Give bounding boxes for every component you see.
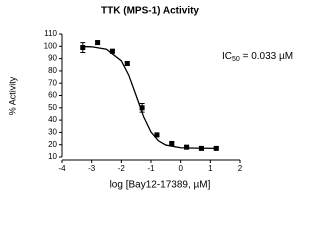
y-tick-label: 10 xyxy=(48,152,57,161)
annotation-text: IC xyxy=(222,51,232,62)
data-point xyxy=(154,132,160,138)
y-tick-label: 40 xyxy=(48,115,57,124)
data-point xyxy=(169,140,175,146)
x-axis-label: log [Bay12-17389, µM] xyxy=(110,180,211,191)
data-point xyxy=(95,40,101,46)
data-point xyxy=(198,145,204,151)
x-tick-label: -3 xyxy=(88,164,96,173)
chart: TTK (MPS-1) Activity log [Bay12-17389, µ… xyxy=(7,6,293,191)
data-point xyxy=(80,45,86,51)
x-tick-label: 1 xyxy=(208,164,213,173)
annotation: IC50 = 0.033 µM xyxy=(222,51,293,63)
data-point xyxy=(184,144,190,150)
x-tick-label: -1 xyxy=(147,164,155,173)
y-tick-label: 60 xyxy=(48,91,57,100)
data-point xyxy=(213,145,219,151)
y-tick-label: 100 xyxy=(44,41,58,50)
y-tick-label: 90 xyxy=(48,54,57,63)
x-tick-label: 0 xyxy=(178,164,183,173)
annotation-subscript: 50 xyxy=(232,56,240,63)
x-tick-label: 2 xyxy=(238,164,243,173)
y-tick-label: 70 xyxy=(48,78,57,87)
y-tick-label: 50 xyxy=(48,103,57,112)
data-point xyxy=(124,61,130,67)
y-tick-label: 110 xyxy=(44,29,57,38)
y-tick-label: 20 xyxy=(48,140,57,149)
data-point xyxy=(139,105,145,111)
y-axis-label: % Activity xyxy=(7,76,17,115)
y-tick-label: 80 xyxy=(48,66,57,75)
data-point xyxy=(109,48,115,54)
annotation-text: = 0.033 µM xyxy=(240,51,293,62)
fit-curve xyxy=(82,45,217,150)
x-tick-label: -2 xyxy=(118,164,126,173)
chart-title: TTK (MPS-1) Activity xyxy=(101,6,199,17)
x-tick-label: -4 xyxy=(58,164,66,173)
y-tick-label: 30 xyxy=(48,128,57,137)
